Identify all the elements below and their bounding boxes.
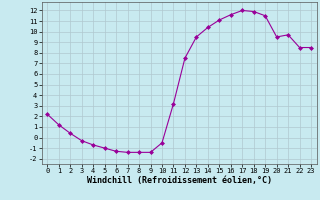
X-axis label: Windchill (Refroidissement éolien,°C): Windchill (Refroidissement éolien,°C)	[87, 176, 272, 185]
